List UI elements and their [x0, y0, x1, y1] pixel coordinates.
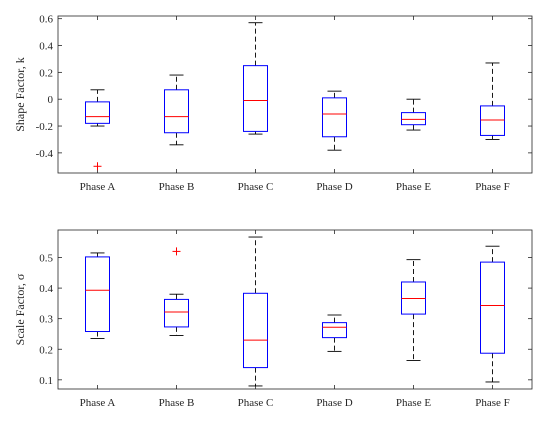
iqr-box [164, 298, 189, 328]
y-tick-label: 0.4 [39, 283, 53, 295]
x-tick-label: Phase B [159, 397, 195, 409]
y-axis-label: Shape Factor, k [13, 57, 27, 132]
y-tick-label: 0 [48, 94, 54, 106]
x-tick-label: Phase D [316, 397, 352, 409]
iqr-box [322, 97, 347, 138]
box-phase-e [401, 98, 426, 131]
x-tick-label: Phase C [238, 397, 274, 409]
y-tick-label: 0.6 [39, 14, 53, 26]
iqr-box [164, 89, 189, 134]
outlier-marker [93, 162, 102, 171]
y-tick-label: 0.3 [39, 314, 53, 326]
x-tick-label: Phase D [316, 181, 352, 193]
axes-frame [57, 229, 533, 390]
iqr-box [480, 105, 505, 136]
x-tick-label: Phase E [396, 181, 431, 193]
y-tick-label: -0.2 [36, 121, 53, 133]
x-tick-label: Phase E [396, 397, 431, 409]
box-phase-c [243, 22, 268, 135]
x-tick-label: Phase A [80, 397, 116, 409]
axes-frame [57, 15, 533, 174]
y-axis-label: Scale Factor, σ [13, 273, 27, 345]
box-phase-c [243, 236, 268, 387]
iqr-box [480, 261, 505, 354]
box-phase-e [401, 259, 426, 362]
y-tick-label: 0.4 [39, 41, 53, 53]
iqr-box [401, 112, 426, 126]
box-phase-d [322, 90, 347, 151]
x-tick-label: Phase F [475, 397, 510, 409]
y-tick-label: 0.5 [39, 253, 53, 265]
x-tick-label: Phase A [80, 181, 116, 193]
box-phase-f [480, 245, 505, 383]
box-phase-f [480, 62, 505, 140]
x-tick-label: Phase C [238, 181, 274, 193]
box-phase-a [85, 89, 110, 171]
box-phase-b [164, 74, 189, 146]
y-tick-label: -0.4 [36, 148, 54, 160]
x-tick-label: Phase F [475, 181, 510, 193]
iqr-box [243, 292, 268, 369]
y-tick-label: 0.2 [39, 67, 53, 79]
box-phase-a [85, 252, 110, 339]
box-phase-d [322, 314, 347, 352]
iqr-box [85, 256, 110, 333]
outlier-marker [172, 247, 181, 256]
iqr-box [322, 322, 347, 339]
scale-factor-panel: 0.1 0.2 0.3 0.4 0.5 Scale Factor, σ Phase A Pha… [13, 229, 533, 409]
shape-factor-panel: -0.4 -0.2 0 0.2 0.4 0.6 Shape Factor, k Phase A… [13, 14, 533, 193]
box-phase-b [164, 247, 189, 336]
iqr-box [85, 101, 110, 124]
y-tick-label: 0.1 [39, 375, 53, 387]
iqr-box [243, 65, 268, 132]
x-tick-label: Phase B [159, 181, 195, 193]
y-tick-label: 0.2 [39, 344, 53, 356]
